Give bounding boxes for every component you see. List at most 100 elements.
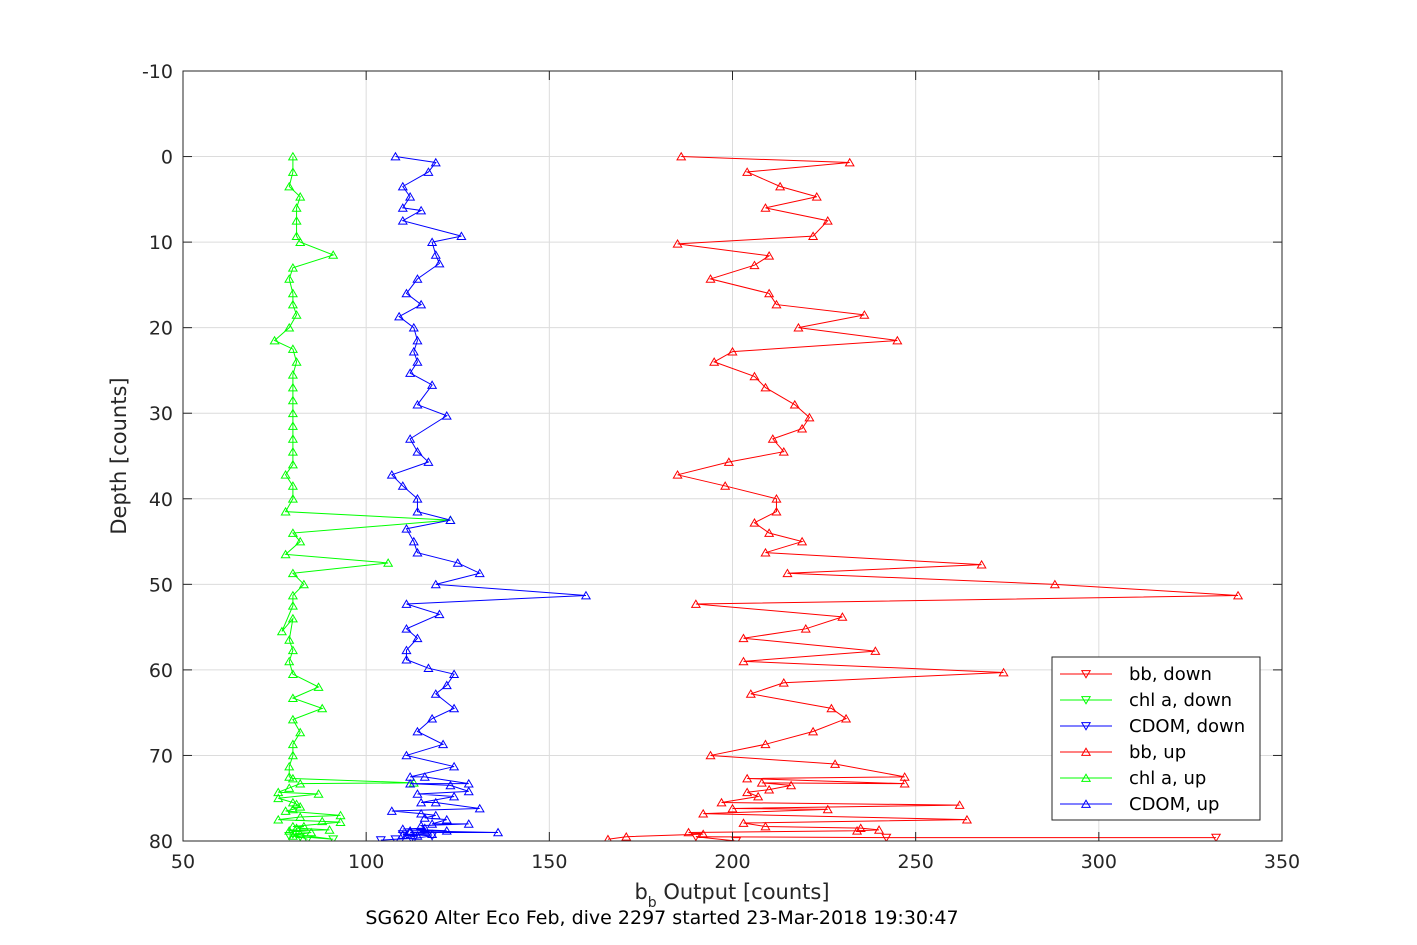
data-point	[445, 515, 456, 525]
data-point	[287, 299, 298, 309]
data-point	[287, 446, 298, 456]
data-point	[580, 590, 592, 600]
legend-label: bb, down	[1129, 664, 1212, 685]
data-point	[427, 237, 438, 246]
data-point	[412, 335, 423, 345]
data-point	[287, 459, 298, 469]
data-point	[764, 251, 775, 260]
data-point	[287, 613, 298, 623]
data-point	[731, 837, 742, 841]
data-point	[756, 778, 767, 787]
data-point	[416, 299, 427, 309]
data-point	[463, 786, 474, 796]
data-point	[375, 836, 386, 841]
data-point	[295, 536, 306, 546]
data-point	[764, 528, 775, 537]
data-point	[416, 205, 427, 215]
data-point	[441, 814, 452, 824]
data-point	[764, 288, 775, 298]
y-tick-label: -10	[142, 61, 173, 83]
y-tick-label: 10	[149, 232, 173, 254]
x-axis-label-main: b	[634, 880, 647, 904]
data-point	[760, 203, 771, 212]
data-point	[401, 523, 412, 533]
data-point	[401, 654, 412, 664]
data-point	[295, 802, 306, 811]
data-point	[273, 814, 284, 824]
data-point	[287, 831, 298, 840]
data-point	[295, 778, 306, 788]
legend-label: chl a, up	[1129, 768, 1206, 789]
data-point	[295, 832, 306, 841]
data-point	[287, 590, 298, 600]
data-point	[397, 481, 408, 490]
data-point	[427, 380, 438, 389]
x-tick-label: 350	[1264, 851, 1300, 873]
x-tick-label: 100	[348, 851, 384, 873]
data-point	[720, 481, 731, 490]
legend-marker	[1080, 722, 1092, 731]
data-point	[405, 434, 416, 443]
legend: bb, down chl a, down CDOM, down bb, up chl a…	[1051, 656, 1261, 821]
legend-label: bb, up	[1129, 742, 1186, 763]
y-tick-label: 80	[149, 831, 173, 853]
data-point	[298, 579, 309, 589]
data-point	[287, 408, 298, 418]
x-axis-label-subscript: b	[648, 895, 657, 911]
data-point	[412, 357, 423, 366]
data-point	[324, 825, 335, 834]
data-point	[738, 633, 749, 643]
series-line	[607, 156, 1239, 840]
data-point	[797, 536, 808, 546]
data-point	[273, 787, 284, 797]
data-point	[723, 457, 734, 466]
data-point	[328, 835, 339, 841]
data-point	[427, 829, 438, 839]
data-point	[416, 797, 427, 807]
data-point	[401, 599, 412, 608]
data-point	[778, 446, 789, 456]
data-point	[287, 804, 298, 814]
data-point	[287, 714, 298, 724]
data-point	[412, 274, 423, 283]
data-point	[760, 547, 771, 557]
data-point	[742, 773, 753, 783]
data-point	[430, 157, 441, 167]
data-point	[405, 827, 416, 837]
data-point	[416, 820, 427, 830]
data-point	[430, 810, 441, 820]
legend-label: chl a, down	[1129, 690, 1232, 711]
data-point	[789, 399, 800, 409]
data-point	[280, 506, 291, 516]
data-point	[335, 817, 346, 827]
data-point	[808, 231, 819, 240]
data-point	[412, 831, 423, 840]
data-point	[899, 778, 910, 788]
data-point	[295, 812, 306, 821]
data-point	[764, 784, 775, 794]
data-point	[749, 371, 760, 381]
data-point	[441, 680, 452, 690]
x-tick-label: 200	[714, 851, 750, 873]
data-point	[771, 506, 782, 516]
data-point	[284, 274, 295, 283]
data-point	[401, 624, 412, 633]
data-point	[782, 568, 793, 578]
x-axis-label: bb Output [counts]	[634, 880, 829, 911]
data-point	[423, 167, 434, 176]
data-point	[1232, 590, 1244, 600]
data-point	[672, 470, 683, 479]
data-point	[287, 739, 298, 749]
data-point	[716, 797, 727, 807]
data-point	[397, 824, 408, 833]
data-point	[291, 357, 302, 366]
data-point	[284, 761, 295, 771]
data-point	[419, 813, 430, 822]
x-tick-label: 250	[898, 851, 934, 873]
data-point	[705, 274, 716, 283]
data-point	[269, 335, 280, 345]
data-point	[412, 547, 423, 557]
data-point	[397, 203, 408, 212]
data-point	[804, 412, 815, 422]
